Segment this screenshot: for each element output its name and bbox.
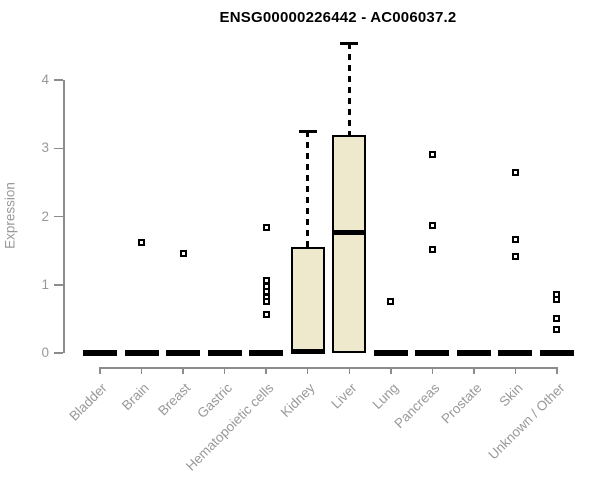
outlier-point-hematopoietic-cells <box>262 311 270 319</box>
collapsed-box-breast <box>166 350 201 356</box>
y-axis-line <box>63 80 65 353</box>
collapsed-box-prostate <box>456 350 491 356</box>
x-tick <box>140 367 143 374</box>
collapsed-box-pancreas <box>415 350 450 356</box>
whisker-cap-liver <box>340 41 359 45</box>
whisker-cap-kidney <box>298 129 317 133</box>
y-axis-label: Expression <box>2 182 18 249</box>
outlier-point-hematopoietic-cells <box>262 298 270 306</box>
outlier-point-skin <box>511 168 519 176</box>
outlier-point-brain <box>138 238 146 246</box>
x-tick <box>390 367 392 374</box>
x-tick-label-kidney: Kidney <box>278 380 319 420</box>
x-axis-line <box>100 367 558 369</box>
box-liver <box>332 135 367 353</box>
whisker-line-liver <box>347 43 351 136</box>
collapsed-box-hematopoietic-cells <box>249 350 284 356</box>
y-tick <box>54 352 63 354</box>
outlier-point-pancreas <box>428 245 436 253</box>
outlier-point-unknown-other <box>553 315 561 323</box>
chart-title: ENSG00000226442 - AC006037.2 <box>219 9 457 26</box>
y-tick-label: 0 <box>41 345 49 360</box>
collapsed-box-lung <box>373 350 408 356</box>
x-tick-label-lung: Lung <box>369 380 402 413</box>
outlier-point-lung <box>387 298 395 306</box>
y-tick-label: 1 <box>41 276 49 292</box>
x-tick <box>514 367 517 374</box>
collapsed-box-gastric <box>207 350 242 356</box>
y-tick-label: 2 <box>41 208 49 224</box>
y-tick-label: 3 <box>41 140 49 156</box>
collapsed-box-skin <box>498 350 533 356</box>
x-tick <box>556 367 558 374</box>
outlier-point-skin <box>511 235 519 243</box>
x-tick <box>182 367 184 374</box>
outlier-point-unknown-other <box>553 326 561 334</box>
y-tick <box>54 79 63 81</box>
y-tick <box>54 147 63 149</box>
x-tick <box>348 367 351 374</box>
x-tick <box>306 367 309 374</box>
x-tick-label-liver: Liver <box>328 380 360 412</box>
outlier-point-unknown-other <box>553 296 561 304</box>
x-tick-label-pancreas: Pancreas <box>391 380 443 432</box>
x-tick-label-skin: Skin <box>496 380 526 410</box>
x-tick-label-unknown-other: Unknown / Other <box>485 380 568 463</box>
x-tick-label-prostate: Prostate <box>438 380 485 427</box>
x-tick-label-breast: Breast <box>155 380 194 419</box>
x-tick <box>265 367 267 374</box>
outlier-point-breast <box>179 249 187 257</box>
outlier-point-skin <box>511 253 519 261</box>
y-tick <box>54 284 63 286</box>
x-tick <box>431 367 434 374</box>
x-tick <box>223 367 226 374</box>
whisker-line-kidney <box>306 131 310 248</box>
outlier-point-hematopoietic-cells <box>262 223 270 231</box>
x-tick <box>99 367 101 374</box>
box-kidney <box>290 247 325 353</box>
outlier-point-pancreas <box>428 150 436 158</box>
median-line-kidney <box>290 349 325 355</box>
x-tick-label-gastric: Gastric <box>194 380 235 422</box>
y-tick-label: 4 <box>41 72 49 87</box>
median-line-liver <box>332 229 367 235</box>
x-tick <box>473 367 475 374</box>
collapsed-box-unknown-other <box>539 350 574 356</box>
collapsed-box-bladder <box>83 350 117 356</box>
outlier-point-pancreas <box>428 221 436 229</box>
x-tick-label-brain: Brain <box>118 380 152 414</box>
collapsed-box-brain <box>124 350 159 356</box>
y-tick <box>54 215 63 218</box>
x-tick-label-bladder: Bladder <box>66 380 111 424</box>
